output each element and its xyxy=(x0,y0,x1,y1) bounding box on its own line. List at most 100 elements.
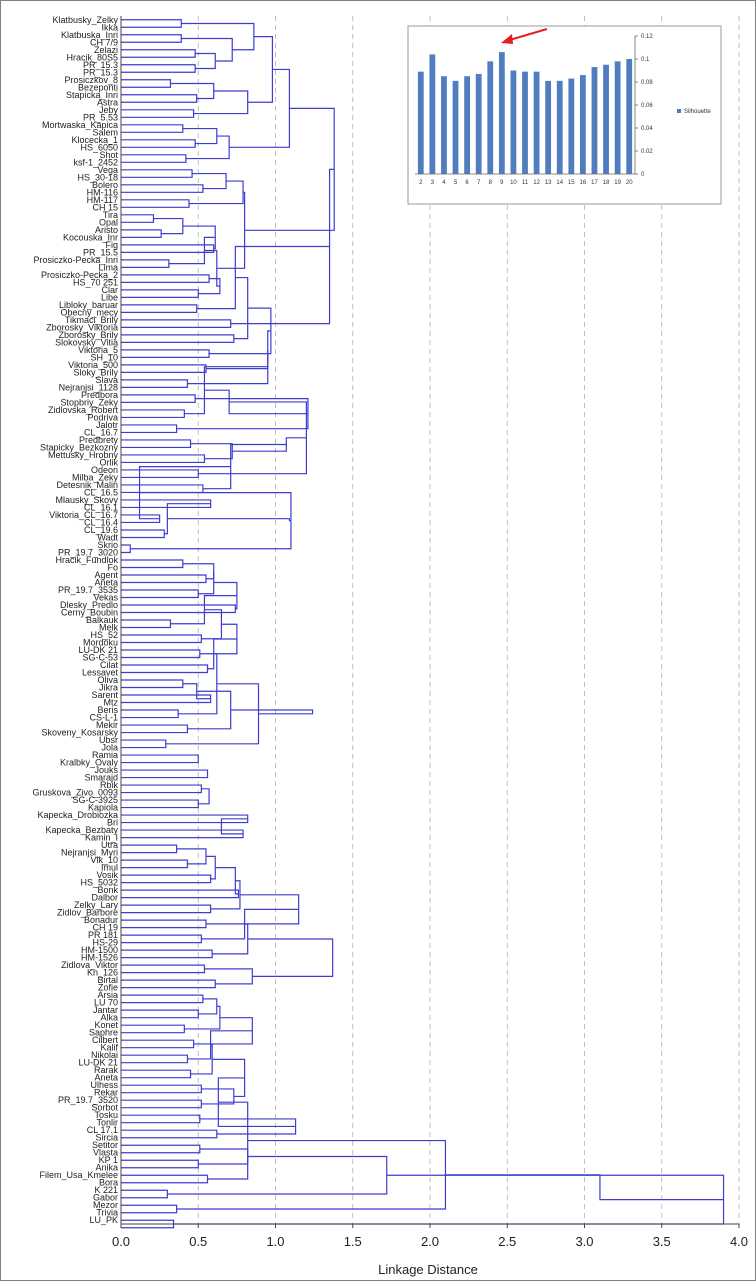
dendrogram-link xyxy=(121,64,196,73)
leaf-label: Bezeponti xyxy=(78,82,118,92)
leaf-label: Oliva xyxy=(97,675,118,685)
leaf-label: Ikka xyxy=(101,22,118,32)
x-tick-label: 1.0 xyxy=(266,1234,284,1249)
silhouette-bar xyxy=(556,80,563,174)
dendrogram-link xyxy=(121,379,189,389)
dendrogram-link xyxy=(121,289,199,298)
leaf-label: Stapicky_Bezkozny xyxy=(40,442,119,452)
leaf-label: Cilat xyxy=(100,660,119,670)
inset-x-tick-label: 13 xyxy=(545,180,552,186)
inset-x-tick-label: 3 xyxy=(431,180,435,186)
leaf-label: Saphre xyxy=(89,1028,118,1038)
leaf-label: Zidlova_Viktor xyxy=(61,960,118,970)
leaf-label: HS_30-18 xyxy=(77,172,118,182)
dendrogram-link xyxy=(170,595,237,625)
leaf-label: Trivia xyxy=(96,1208,118,1218)
dendrogram-link xyxy=(121,994,204,1004)
leaf-label: Birtal xyxy=(97,975,118,985)
leaf-label: Opal xyxy=(99,217,118,227)
x-tick-label: 0.0 xyxy=(112,1234,130,1249)
dendrogram-link xyxy=(198,571,215,595)
dendrogram-link xyxy=(170,82,215,100)
leaf-label: Aneta xyxy=(94,577,118,587)
leaf-label: HS-29 xyxy=(92,938,118,948)
leaf-label: LU 70 xyxy=(94,998,118,1008)
leaf-label: Sloky_Brily xyxy=(73,367,118,377)
dendrogram-link xyxy=(121,1204,178,1214)
leaf-label: Rekar xyxy=(94,1088,118,1098)
dendrogram-link xyxy=(121,934,202,944)
leaf-label: Viktoria_500 xyxy=(68,360,118,370)
inset-x-tick-label: 18 xyxy=(603,180,610,186)
leaf-label: Kn_126 xyxy=(87,968,118,978)
leaf-label: LU_PK xyxy=(89,1215,118,1225)
leaf-label: Tikmaci_Brily xyxy=(65,315,119,325)
leaf-label: PR_5.53 xyxy=(83,112,118,122)
leaf-label: PR_15.3 xyxy=(83,60,118,70)
x-axis-title: Linkage Distance xyxy=(378,1262,478,1277)
leaf-label: Aneta xyxy=(94,1073,118,1083)
inset-x-tick-label: 17 xyxy=(591,180,598,186)
dendrogram-link xyxy=(121,964,206,974)
leaf-label: Alka xyxy=(100,1013,118,1023)
leaf-label: Nikolai xyxy=(91,1050,118,1060)
leaf-label: CH 7/9 xyxy=(90,37,118,47)
silhouette-bar xyxy=(464,76,470,174)
dendrogram-link xyxy=(121,34,182,43)
dendrogram-link xyxy=(121,214,155,223)
leaf-label: Stapicka_Inri xyxy=(66,90,118,100)
leaf-label: Bora xyxy=(99,1178,118,1188)
leaf-label: Detesnik_Malin xyxy=(56,480,118,490)
dendrogram-link xyxy=(121,439,192,449)
leaf-label: Fo xyxy=(107,562,118,572)
dendrogram-link xyxy=(121,919,207,929)
dendrogram-link xyxy=(121,979,216,989)
dendrogram-link xyxy=(121,304,198,313)
dendrogram-link xyxy=(121,409,185,419)
dendrogram-link xyxy=(121,169,193,178)
silhouette-bar xyxy=(603,64,609,174)
dendrogram-link xyxy=(121,109,195,118)
leaf-label: Nejranjsi_1128 xyxy=(59,382,118,392)
leaf-label: Hracik_Fundlok xyxy=(55,555,118,565)
leaf-label: LU-DK 21 xyxy=(78,1058,118,1068)
dendrogram-link xyxy=(192,172,227,190)
leaf-label: Smarajd xyxy=(84,773,118,783)
dendrogram-link xyxy=(187,349,269,385)
leaf-label: PR_19.7_3020 xyxy=(58,547,118,557)
leaf-label: Lima xyxy=(98,262,118,272)
dendrogram-link xyxy=(121,124,184,133)
dendrogram-link xyxy=(121,364,207,373)
legend-label: Silhouette xyxy=(684,109,711,115)
silhouette-bar xyxy=(626,59,633,174)
dendrogram-link xyxy=(121,679,184,689)
inset-x-tick-label: 15 xyxy=(568,180,575,186)
silhouette-bar xyxy=(487,61,494,174)
leaf-label: Gruskova_Zivo_0093 xyxy=(32,788,118,798)
leaf-label: Sarent xyxy=(91,690,118,700)
leaf-label: Kocouska_Inr xyxy=(63,232,118,242)
dendrogram-link xyxy=(209,307,272,355)
leaf-label: Jantar xyxy=(93,1005,118,1015)
leaf-label: Odeon xyxy=(91,465,118,475)
inset-x-tick-label: 2 xyxy=(419,180,423,186)
leaf-label: Jola xyxy=(101,743,118,753)
dendrogram-link xyxy=(220,818,248,835)
silhouette-inset: 2 3 4 5 6 7 8 9 10 11 12 13 14 15 16 17 18 19 20 0 0.02 0.04 0… xyxy=(407,25,722,205)
inset-y-tick-label: 0.1 xyxy=(641,57,650,63)
silhouette-bar xyxy=(580,75,586,174)
dendrogram-link xyxy=(121,94,198,103)
dendrogram-link xyxy=(204,968,253,985)
leaf-label: CS-L-1 xyxy=(89,713,118,723)
dendrogram-link xyxy=(247,36,274,103)
dendrogram-link xyxy=(121,889,240,899)
leaf-label: Libe xyxy=(101,292,118,302)
leaf-label: Libloky_baruar xyxy=(59,300,118,310)
dendrogram-link xyxy=(121,604,236,614)
leaf-label: Bonadur xyxy=(84,915,118,925)
leaf-label: Setitor xyxy=(92,1140,118,1150)
leaf-label: HM-1500 xyxy=(81,945,118,955)
silhouette-bar xyxy=(533,71,540,174)
leaf-label: CL_16.5 xyxy=(84,487,118,497)
